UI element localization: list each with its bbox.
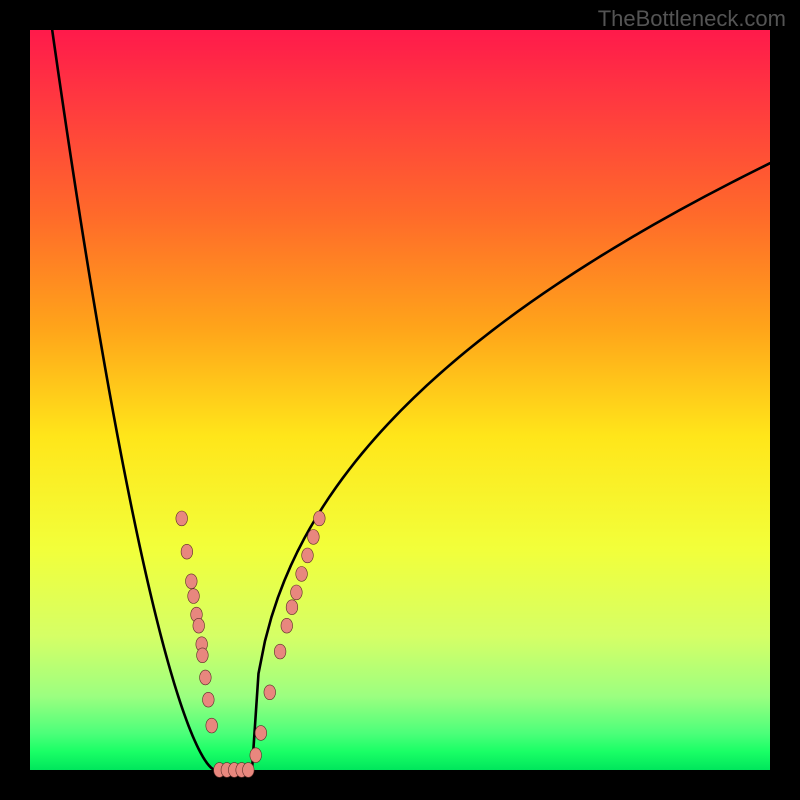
marker-point — [286, 600, 298, 615]
plot-area — [30, 30, 770, 770]
marker-point — [308, 530, 320, 545]
marker-point — [255, 726, 267, 741]
chart-svg — [0, 0, 800, 800]
marker-point — [176, 511, 188, 526]
marker-point — [206, 718, 218, 733]
marker-point — [302, 548, 314, 563]
marker-point — [193, 618, 205, 633]
marker-point — [291, 585, 303, 600]
marker-point — [200, 670, 212, 685]
marker-point — [186, 574, 198, 589]
marker-point — [243, 763, 255, 778]
marker-point — [281, 618, 293, 633]
marker-point — [314, 511, 326, 526]
marker-point — [181, 544, 193, 559]
marker-point — [188, 589, 200, 604]
marker-point — [197, 648, 209, 663]
watermark-text: TheBottleneck.com — [598, 6, 786, 32]
marker-point — [264, 685, 276, 700]
bottleneck-chart: TheBottleneck.com — [0, 0, 800, 800]
marker-point — [296, 567, 308, 582]
marker-point — [203, 692, 215, 707]
marker-point — [250, 748, 262, 763]
marker-point — [274, 644, 286, 659]
